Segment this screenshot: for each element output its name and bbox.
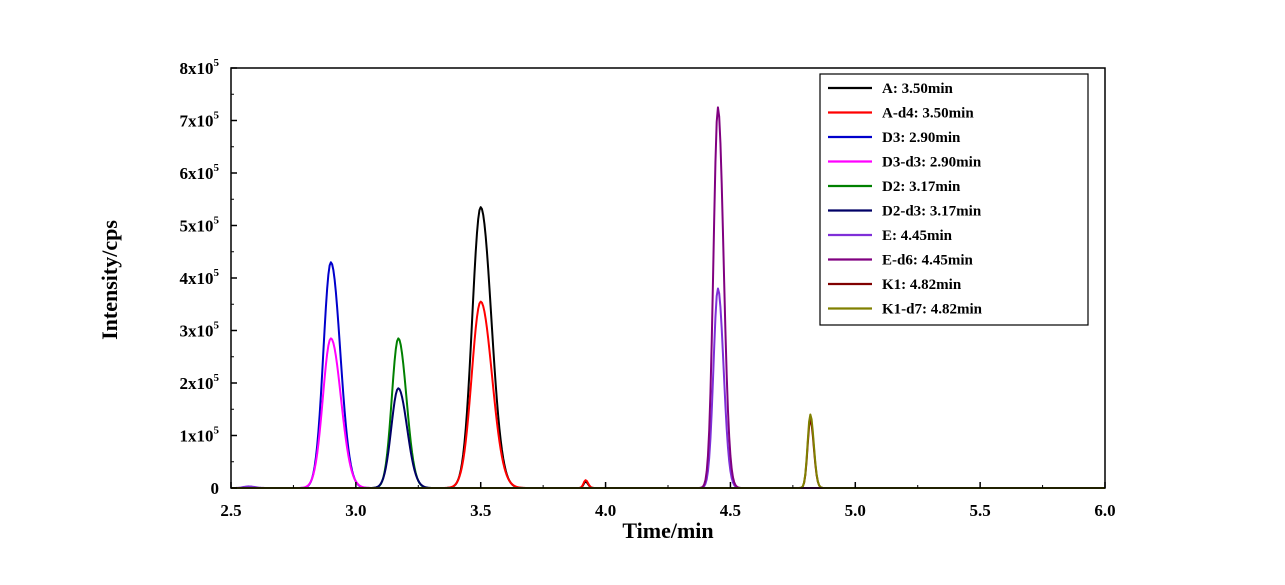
y-tick-mantissa: 3x10 (180, 322, 214, 341)
y-tick-label: 4x105 (180, 267, 220, 288)
series-line (231, 387, 1105, 489)
y-tick-label: 3x105 (180, 320, 220, 341)
y-tick-exponent: 5 (214, 57, 220, 69)
y-tick-mantissa: 0 (211, 479, 220, 498)
y-tick-mantissa: 2x10 (180, 374, 214, 393)
y-tick-exponent: 5 (214, 372, 220, 384)
y-tick-label: 5x105 (180, 215, 220, 236)
y-tick-label: 1x105 (180, 425, 220, 446)
y-axis: 01x1052x1053x1054x1055x1056x1057x1058x10… (180, 57, 237, 498)
series-line (231, 413, 1105, 489)
legend: A: 3.50min A-d4: 3.50min D3: 2.90min D3-d3:… (819, 73, 1089, 326)
y-tick-exponent: 5 (214, 110, 220, 122)
y-tick-label: 6x105 (180, 162, 220, 183)
legend-entry: A-d4: 3.50min (882, 106, 974, 122)
y-tick-mantissa: 8x10 (180, 59, 214, 78)
y-tick-exponent: 5 (214, 215, 220, 227)
y-tick-label: 0 (211, 479, 220, 498)
series-line (231, 300, 1105, 489)
legend-entry: K1: 4.82min (882, 277, 962, 293)
y-tick-mantissa: 6x10 (180, 164, 214, 183)
legend-entry: D2-d3: 3.17min (882, 204, 982, 220)
x-axis: 2.5 3.0 3.5 4.0 4.5 5.0 5.5 6.0 (220, 482, 1116, 520)
series-line (231, 337, 1105, 489)
legend-entry: E-d6: 4.45min (882, 253, 974, 269)
y-tick-mantissa: 7x10 (180, 112, 214, 131)
x-tick-label: 3.5 (470, 501, 491, 520)
y-tick-mantissa: 4x10 (180, 269, 214, 288)
y-tick-mantissa: 5x10 (180, 217, 214, 236)
x-tick-label: 3.0 (345, 501, 366, 520)
y-tick-exponent: 5 (214, 162, 220, 174)
x-tick-label: 2.5 (220, 501, 241, 520)
y-tick-exponent: 5 (214, 425, 220, 437)
x-tick-label: 6.0 (1094, 501, 1115, 520)
y-tick-label: 7x105 (180, 110, 220, 131)
x-tick-label: 4.0 (595, 501, 616, 520)
legend-entry: K1-d7: 4.82min (882, 302, 983, 318)
y-tick-mantissa: 1x10 (180, 427, 214, 446)
y-axis-label: Intensity/cps (97, 220, 122, 340)
y-tick-exponent: 5 (214, 320, 220, 332)
series-line (231, 418, 1105, 489)
x-tick-label: 4.5 (720, 501, 741, 520)
x-tick-label: 5.0 (845, 501, 866, 520)
legend-entry: D3: 2.90min (882, 130, 961, 146)
y-tick-label: 8x105 (180, 57, 220, 78)
y-tick-exponent: 5 (214, 267, 220, 279)
legend-entry: D3-d3: 2.90min (882, 155, 982, 171)
series-line (231, 337, 1105, 489)
x-tick-label: 5.5 (970, 501, 991, 520)
y-tick-label: 2x105 (180, 372, 220, 393)
legend-entry: A: 3.50min (882, 81, 953, 97)
legend-entry: D2: 3.17min (882, 179, 961, 195)
legend-entry: E: 4.45min (882, 228, 953, 244)
x-axis-label: Time/min (622, 518, 713, 543)
